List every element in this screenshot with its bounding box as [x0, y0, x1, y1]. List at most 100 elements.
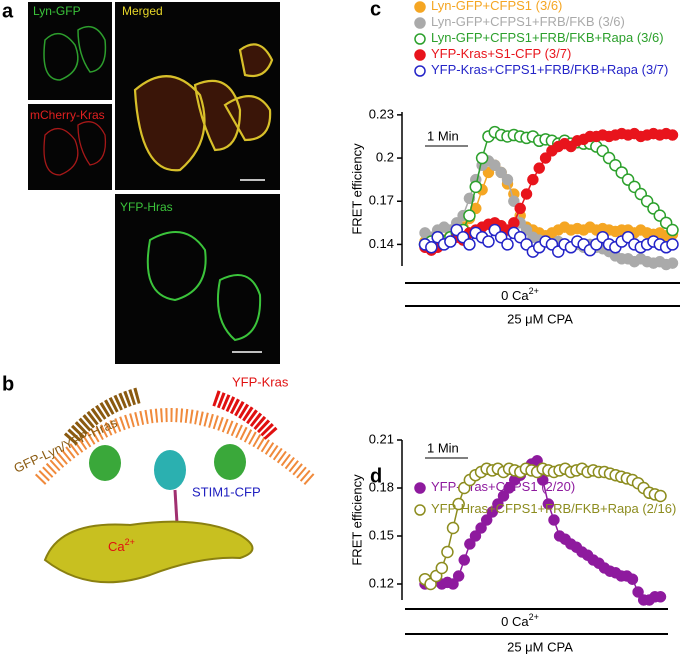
data-point	[482, 235, 495, 248]
data-point	[533, 162, 545, 174]
data-point	[441, 545, 454, 559]
legend-marker	[414, 482, 426, 494]
protein-label: STIM1-CFP	[192, 484, 261, 499]
data-point	[542, 498, 555, 510]
legend-marker	[414, 65, 426, 77]
y-tick-label: 0.18	[369, 479, 394, 494]
data-point	[497, 490, 510, 502]
data-point	[452, 497, 465, 511]
protein-label: YFP-Kras	[232, 374, 289, 389]
y-axis-label: FRET efficiency	[349, 474, 364, 566]
er	[43, 520, 254, 584]
legend-label: YFP-Hras+CFPS1+FRB/FKB+Rapa (2/16)	[431, 501, 676, 516]
data-point	[666, 238, 679, 251]
data-point	[514, 202, 526, 215]
panel-letter: c	[370, 0, 381, 20]
legend-count: (3/6)	[637, 30, 664, 45]
data-point	[469, 180, 483, 194]
protein	[214, 444, 246, 480]
data-point	[666, 129, 679, 141]
legend-label: Lyn-GFP+CFPS1 (3/6)	[431, 0, 562, 13]
data-point	[475, 151, 489, 165]
data-point	[666, 257, 679, 269]
panel-letter: d	[370, 465, 382, 487]
data-point	[626, 573, 639, 585]
micrograph	[28, 2, 112, 100]
data-point	[520, 188, 533, 200]
data-point	[458, 554, 470, 566]
panel-letter: b	[2, 373, 14, 395]
y-tick-label: 0.15	[369, 527, 394, 542]
data-point	[501, 173, 514, 186]
y-tick-label: 0.14	[369, 236, 394, 251]
scale-bar-label: 1 Min	[427, 440, 459, 455]
charts: 0.14 0.17 0.2 0.23 FRET efficiency Lyn-GFP+CF…	[349, 0, 680, 654]
legend-count: (3/7)	[642, 62, 669, 77]
legend-marker	[414, 504, 426, 516]
data-point	[452, 570, 465, 582]
data-point	[501, 238, 514, 251]
membrane-domain	[212, 390, 279, 441]
data-point	[463, 238, 476, 251]
data-point	[463, 209, 476, 222]
cell-outline	[146, 231, 262, 342]
legend-name: YFP-Hras+CFPS1+FRB/FKB+Rapa	[431, 501, 639, 516]
micrograph	[115, 194, 280, 364]
treatment-label: 25 μM CPA	[507, 311, 573, 326]
data-point	[480, 514, 493, 526]
cell-outline	[43, 121, 107, 176]
legend-marker	[414, 17, 426, 29]
data-point	[503, 482, 515, 494]
cell-outline	[133, 43, 274, 172]
data-point	[447, 578, 459, 590]
ion-label: Ca2+	[108, 537, 135, 554]
data-point	[475, 522, 487, 534]
data-point	[492, 498, 504, 510]
data-point	[654, 489, 667, 503]
data-point	[444, 235, 457, 248]
cell-outline	[43, 25, 107, 81]
scale-bar-label: 1 Min	[427, 128, 459, 143]
data-point	[527, 173, 539, 186]
image-label: Lyn-GFP	[33, 4, 81, 18]
legend-name: YFP-Kras+S1-CFP	[431, 46, 541, 61]
data-point	[425, 241, 438, 254]
legend-label: YFP-Hras+CFPS1 (2/20)	[431, 479, 575, 494]
data-point	[435, 561, 449, 575]
data-point	[666, 223, 679, 237]
condition-label: 0 Ca2+	[501, 286, 539, 303]
legend-name: Lyn-GFP+CFPS1+FRB/FKB+Rapa	[431, 30, 634, 45]
y-tick-label: 0.17	[369, 193, 394, 208]
legend-count: (2/20)	[541, 479, 575, 494]
legend-name: Lyn-GFP+CFPS1+FRB/FKB	[431, 14, 595, 29]
y-tick-label: 0.21	[369, 431, 394, 446]
legend-name: YFP-Hras+CFPS1	[431, 479, 538, 494]
condition-label: 0 Ca2+	[501, 612, 539, 629]
condition-charge: 2+	[529, 612, 539, 622]
protein	[89, 445, 121, 481]
data-point	[654, 591, 667, 603]
legend-name: YFP-Kras+CFPS1+FRB/FKB+Rapa	[431, 62, 639, 77]
legend-name: Lyn-GFP+CFPS1	[431, 0, 532, 13]
y-tick-label: 0.12	[369, 575, 394, 590]
y-tick-label: 0.23	[369, 106, 394, 121]
y-tick-label: 0.2	[376, 149, 394, 164]
legend-label: Lyn-GFP+CFPS1+FRB/FKB (3/6)	[431, 14, 625, 29]
y-axis-label: FRET efficiency	[349, 143, 364, 235]
legend-count: (3/6)	[598, 14, 625, 29]
data-point	[548, 514, 560, 526]
data-point	[486, 506, 499, 518]
membrane-domain	[63, 387, 143, 446]
data-point	[469, 530, 482, 542]
protein	[154, 450, 186, 490]
legend-count: (3/6)	[536, 0, 563, 13]
ion-charge: 2+	[125, 537, 135, 547]
panel-letter: a	[2, 0, 14, 22]
condition-text: 0 Ca	[501, 614, 529, 629]
condition-charge: 2+	[529, 286, 539, 296]
ion-label: Ca	[108, 539, 125, 554]
legend-count: (3/7)	[545, 46, 572, 61]
legend-label: Lyn-GFP+CFPS1+FRB/FKB+Rapa (3/6)	[431, 30, 664, 45]
data-point	[464, 538, 476, 550]
